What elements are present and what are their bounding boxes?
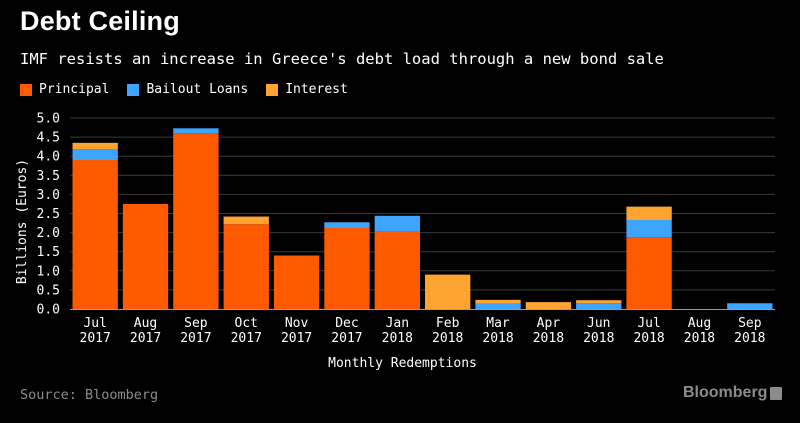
legend-item-interest: Interest [266, 82, 348, 97]
legend-label-principal: Principal [39, 82, 110, 97]
x-tick-label-year: 2017 [231, 331, 262, 346]
x-tick-label-month: Aug [134, 316, 157, 331]
bar-bailout-loans [324, 222, 370, 229]
x-tick-label-year: 2017 [331, 331, 362, 346]
legend-item-principal: Principal [20, 82, 109, 97]
x-tick-label-month: Sep [184, 316, 208, 331]
bloomberg-logo: Bloomberg [683, 384, 783, 402]
legend: Principal Bailout Loans Interest [20, 82, 366, 97]
x-tick-label-month: Jul [83, 316, 106, 331]
x-tick-label-year: 2018 [633, 331, 664, 346]
bar-bailout-loans [727, 303, 773, 309]
bar-bailout-loans [626, 219, 672, 238]
bar-interest [576, 300, 622, 304]
y-axis-title: Billions (Euros) [15, 159, 30, 284]
x-tick-label-year: 2018 [583, 331, 614, 346]
x-tick-label-month: Jul [637, 316, 660, 331]
bar-principal [223, 224, 269, 309]
legend-swatch-interest [266, 83, 279, 96]
y-tick-label: 4.0 [37, 150, 60, 165]
bar-principal [324, 228, 370, 309]
y-tick-label: 1.0 [37, 264, 60, 279]
x-tick-label-month: Feb [436, 316, 460, 331]
y-tick-label: 2.5 [37, 207, 60, 222]
bar-principal [173, 133, 219, 309]
bar-interest [525, 302, 572, 309]
y-tick-label: 0.5 [37, 283, 60, 298]
x-tick-label-month: Dec [335, 316, 358, 331]
x-tick-label-year: 2017 [180, 331, 211, 346]
bar-interest [475, 299, 521, 304]
y-tick-label: 2.0 [37, 226, 60, 241]
x-tick-label-month: Mar [486, 316, 510, 331]
y-tick-label: 4.5 [37, 131, 60, 146]
x-tick-label-year: 2018 [432, 331, 463, 346]
bar-principal [374, 231, 420, 309]
x-tick-label-year: 2018 [533, 331, 564, 346]
bar-interest [626, 206, 672, 220]
bar-principal [72, 160, 118, 309]
bar-principal [122, 203, 169, 309]
y-tick-label: 3.5 [37, 169, 60, 184]
bar-principal [273, 255, 320, 309]
bar-interest [223, 216, 269, 225]
chart-title: Debt Ceiling [20, 6, 180, 36]
source-note: Source: Bloomberg [20, 387, 159, 403]
x-tick-label-year: 2018 [382, 331, 413, 346]
x-tick-label-month: Nov [285, 316, 309, 331]
x-tick-label-month: Oct [235, 316, 258, 331]
x-tick-label-year: 2018 [684, 331, 715, 346]
y-tick-label: 0.0 [37, 303, 60, 318]
bar-interest [72, 142, 118, 150]
legend-swatch-principal [20, 83, 32, 96]
legend-swatch-bailout-loans [127, 83, 140, 96]
x-axis-title: Monthly Redemptions [328, 356, 477, 371]
bar-bailout-loans [576, 303, 622, 309]
legend-label-bailout-loans: Bailout Loans [146, 82, 249, 97]
x-tick-label-year: 2018 [482, 331, 513, 346]
x-tick-label-year: 2017 [130, 331, 161, 346]
bar-principal [626, 237, 672, 309]
x-tick-label-month: Aug [688, 316, 711, 331]
y-tick-label: 1.5 [37, 245, 60, 260]
bar-bailout-loans [173, 128, 219, 134]
bar-interest [425, 274, 471, 309]
y-tick-label: 5.0 [37, 112, 60, 127]
x-tick-label-year: 2017 [80, 331, 111, 346]
bar-bailout-loans [475, 303, 521, 309]
x-tick-label-year: 2017 [281, 331, 312, 346]
bar-bailout-loans [72, 149, 118, 161]
x-tick-label-year: 2018 [734, 331, 765, 346]
y-tick-label: 3.0 [37, 188, 60, 203]
x-tick-label-month: Jun [587, 316, 610, 331]
legend-item-bailout-loans: Bailout Loans [127, 82, 248, 97]
x-tick-label-month: Apr [537, 316, 561, 331]
x-tick-label-month: Sep [738, 316, 762, 331]
bloomberg-mark-icon [770, 386, 783, 400]
legend-label-interest: Interest [285, 82, 348, 97]
bar-bailout-loans [374, 215, 420, 232]
bloomberg-wordmark: Bloomberg [683, 384, 768, 401]
chart-subtitle: IMF resists an increase in Greece's debt… [20, 50, 664, 68]
x-tick-label-month: Jan [386, 316, 409, 331]
